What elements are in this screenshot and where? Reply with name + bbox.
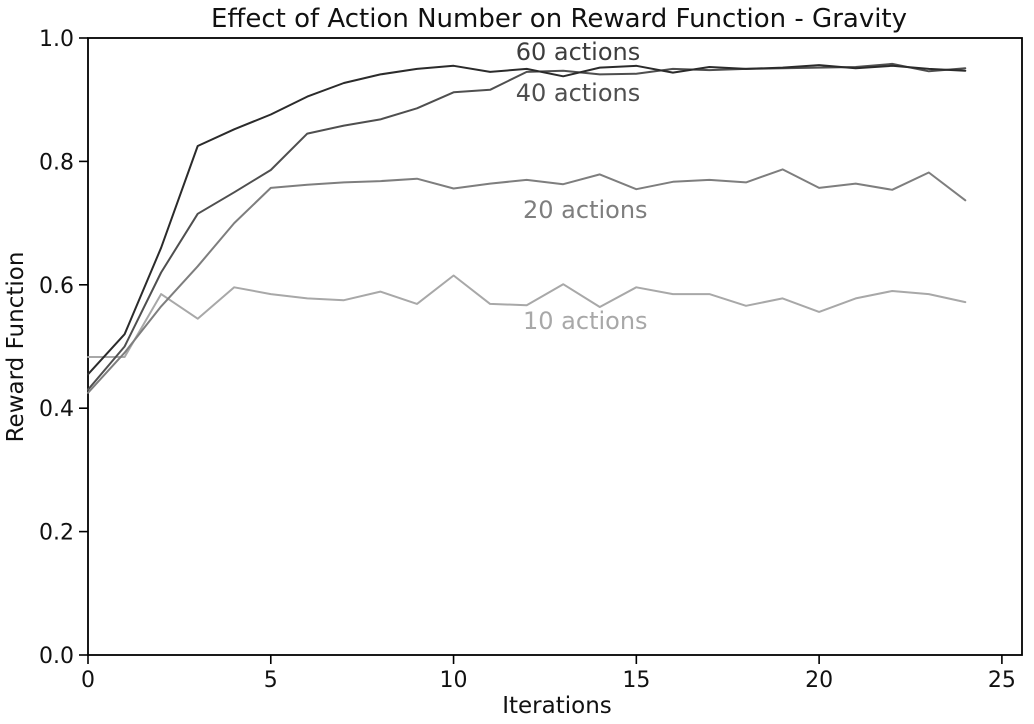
x-axis-label: Iterations <box>502 693 612 719</box>
series-line-60-actions <box>87 64 967 376</box>
x-tick-label: 0 <box>81 668 95 693</box>
y-axis-label: Reward Function <box>3 252 29 443</box>
annotation-10-actions: 10 actions <box>523 307 648 335</box>
series-line-40-actions <box>87 62 967 391</box>
series-line-10-actions <box>87 274 967 358</box>
annotation-20-actions: 20 actions <box>523 196 648 224</box>
y-tick-label: 1.0 <box>39 27 74 52</box>
x-tick-label: 25 <box>988 668 1016 693</box>
y-tick-label: 0.4 <box>39 397 74 422</box>
y-tick-label: 0.2 <box>39 521 74 546</box>
x-tick-label: 5 <box>264 668 278 693</box>
series-annotations: 60 actions 40 actions 20 actions 10 actions <box>516 38 648 335</box>
x-tick-label: 20 <box>805 668 833 693</box>
plot-spines <box>87 37 1023 656</box>
y-tick-label: 0.8 <box>39 150 74 175</box>
y-tick-label: 0.6 <box>39 274 74 299</box>
annotation-60-actions: 60 actions <box>516 38 641 66</box>
chart-title: Effect of Action Number on Reward Functi… <box>211 4 907 34</box>
series-lines <box>87 62 967 394</box>
x-tick-label: 10 <box>440 668 468 693</box>
axes: 0 5 10 15 20 25 0.0 0.2 0.4 0.6 0.8 1.0 <box>39 27 1023 693</box>
annotation-40-actions: 40 actions <box>516 79 641 107</box>
x-tick-label: 15 <box>622 668 650 693</box>
y-tick-label: 0.0 <box>39 644 74 669</box>
series-line-20-actions <box>87 168 967 394</box>
